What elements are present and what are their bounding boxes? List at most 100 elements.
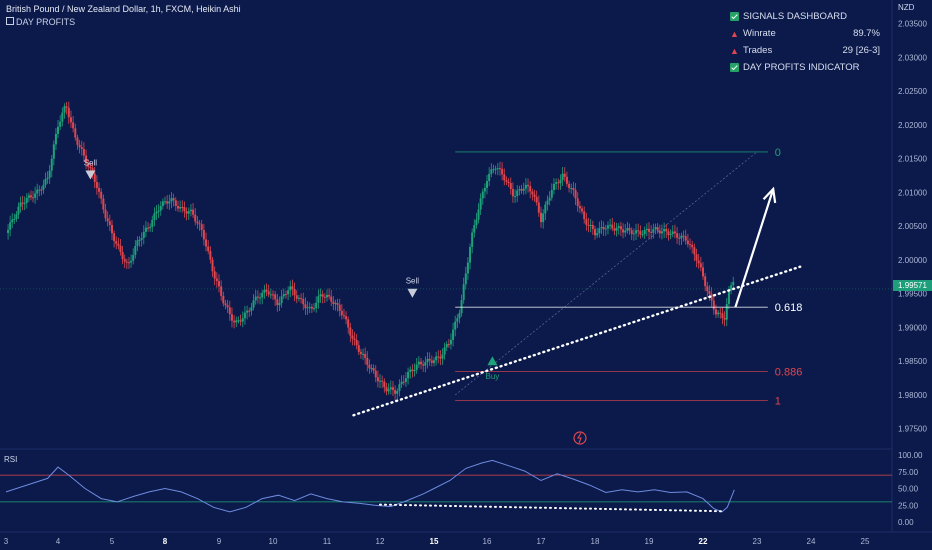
candle <box>464 266 467 290</box>
candle-body <box>349 327 352 336</box>
price-tick-label: 2.01000 <box>898 188 927 197</box>
candle-body <box>548 197 551 201</box>
candle <box>637 223 640 237</box>
candle <box>351 329 354 346</box>
candle-body <box>695 254 698 261</box>
candle <box>507 178 510 188</box>
price-tick-label: 2.03500 <box>898 20 927 29</box>
candle <box>471 228 474 254</box>
price-tick-label: 2.00000 <box>898 256 927 265</box>
candle-body <box>317 296 320 303</box>
candle-body <box>385 387 388 392</box>
candle <box>67 101 70 124</box>
candle <box>36 183 39 201</box>
candle-body <box>626 228 629 231</box>
candle-body <box>604 228 607 230</box>
candle <box>256 290 259 304</box>
candle-body <box>313 308 316 310</box>
price-axis[interactable]: NZD 2.03500 2.03000 2.02500 2.02000 2.01500 2.… <box>898 3 927 434</box>
price-tick-label: 2.02000 <box>898 121 927 130</box>
candle <box>376 370 379 388</box>
candle-body <box>660 231 663 234</box>
candle <box>63 103 66 119</box>
candle <box>652 223 655 239</box>
candle <box>385 382 388 396</box>
candle <box>404 372 407 387</box>
candle-body <box>164 201 166 203</box>
rsi-line[interactable] <box>5 459 735 513</box>
projection-arrow[interactable] <box>734 188 775 308</box>
candle-body <box>310 306 313 309</box>
time-axis[interactable]: 3 4 5 8 9 10 11 12 15 16 17 18 19 22 23 24 25 <box>4 537 870 546</box>
candle-body <box>557 182 560 184</box>
candle-body <box>717 312 720 315</box>
candle-body <box>230 314 233 321</box>
candle <box>117 237 120 250</box>
candle-body <box>321 294 324 297</box>
sell-arrow-icon <box>85 170 96 180</box>
candle <box>430 355 433 367</box>
candle-body <box>130 260 133 263</box>
candle <box>689 238 692 250</box>
candle-body <box>308 306 311 308</box>
symbol-title[interactable]: British Pound / New Zealand Dollar, 1h, … <box>6 4 241 14</box>
candle <box>291 279 294 296</box>
indicator-legend[interactable]: DAY PROFITS <box>6 17 75 27</box>
candle <box>274 290 277 306</box>
candle-body <box>334 303 337 305</box>
candle <box>699 256 702 272</box>
candle <box>136 236 139 252</box>
candle <box>78 139 81 154</box>
candle <box>228 300 231 321</box>
price-tick-label: 2.03000 <box>898 53 927 62</box>
candle <box>338 298 341 317</box>
candle <box>218 274 220 293</box>
rsi-pane[interactable]: RSI 100.00 75.00 50.00 25.00 0.00 <box>0 451 923 527</box>
candle-body <box>215 278 218 282</box>
replay-icon[interactable] <box>573 431 587 445</box>
candle-body <box>591 225 594 230</box>
candle <box>153 207 156 227</box>
candle <box>535 190 538 206</box>
candle-body <box>637 230 640 232</box>
support-trendline[interactable] <box>352 265 802 417</box>
candle <box>671 225 674 238</box>
candle <box>276 293 279 312</box>
candle-body <box>708 291 711 294</box>
candle-body <box>69 117 72 123</box>
candle-body <box>48 170 51 178</box>
candle-body <box>54 133 57 145</box>
candle-body <box>59 121 62 127</box>
candle-body <box>7 229 10 233</box>
fib-level-label: 0 <box>775 147 781 159</box>
candle-body <box>447 344 450 346</box>
candle-body <box>205 239 208 247</box>
candle <box>359 348 362 359</box>
candle <box>407 367 410 385</box>
candle-body <box>248 310 251 312</box>
rsi-divergence-line[interactable] <box>379 503 726 513</box>
candle-body <box>430 360 433 363</box>
candle <box>628 223 631 235</box>
candle <box>697 253 700 269</box>
candle <box>254 289 257 305</box>
time-tick-label: 17 <box>537 537 546 546</box>
candle-body <box>123 259 126 262</box>
candle <box>559 174 562 190</box>
candle-body <box>422 364 425 366</box>
candle-body <box>441 354 444 359</box>
candle <box>313 303 316 312</box>
price-pane[interactable]: 0 0.618 0.886 1 Sell Sell Buy <box>0 101 892 417</box>
candle-body <box>306 307 309 309</box>
candle <box>648 222 650 239</box>
candle-body <box>295 295 298 299</box>
candle <box>691 240 694 254</box>
candle-body <box>176 205 179 209</box>
candle-body <box>117 243 120 246</box>
candle-body <box>537 202 540 213</box>
candle-body <box>287 290 290 295</box>
candle <box>297 294 300 302</box>
candle <box>518 185 521 196</box>
candle <box>581 205 584 215</box>
